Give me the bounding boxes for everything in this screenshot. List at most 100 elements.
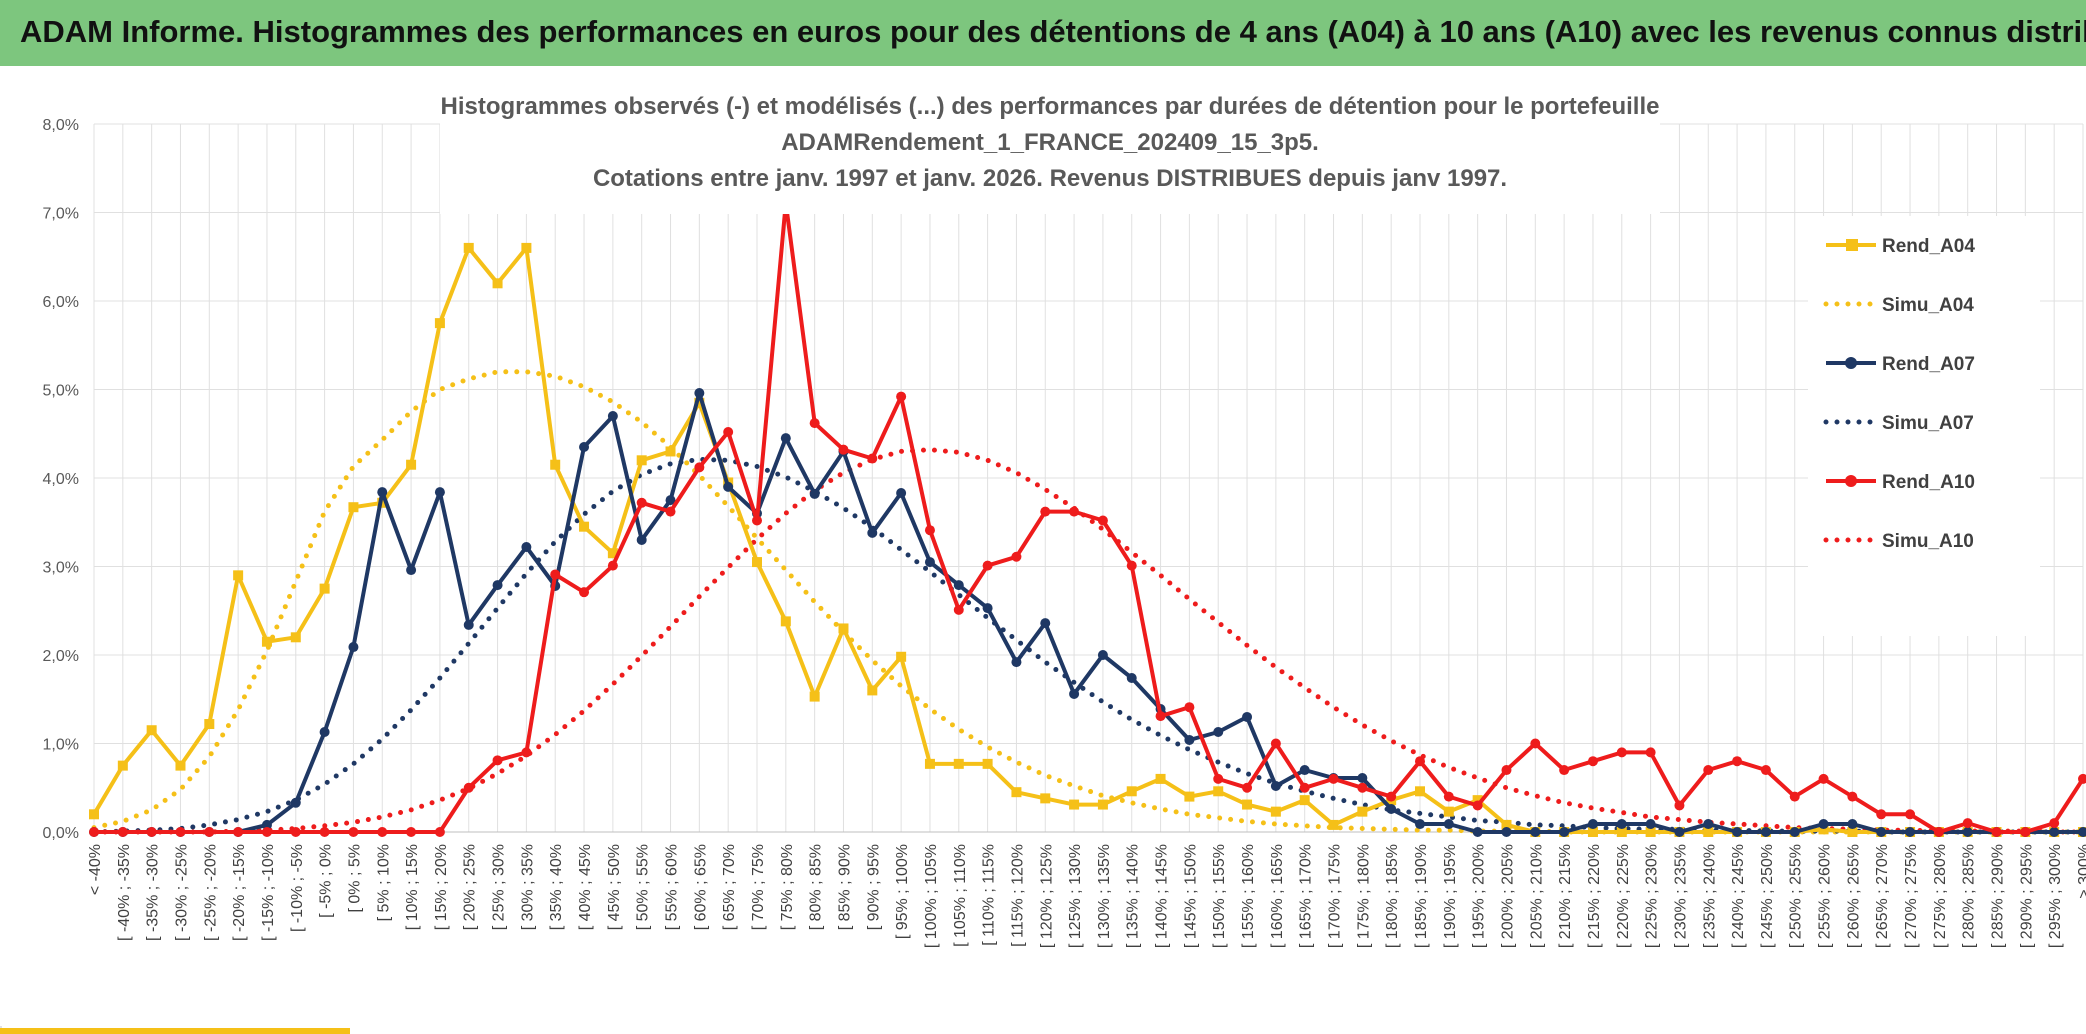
- x-tick-label: [ 130% ; 135%: [1096, 844, 1113, 948]
- x-tick-label: [ -15% ; -10%: [260, 844, 277, 941]
- x-tick-label: [ 165% ; 170%: [1298, 844, 1315, 948]
- x-tick-label: [ 135% ; 140%: [1125, 844, 1142, 948]
- data-point: [1818, 773, 1829, 784]
- x-tick-label: [ 250% ; 255%: [1788, 844, 1805, 948]
- y-tick-label: 8,0%: [43, 117, 79, 134]
- chart-title-background: [440, 86, 1660, 214]
- data-point: [1587, 756, 1598, 767]
- data-point: [1472, 827, 1483, 837]
- data-point: [780, 433, 791, 444]
- x-tick-label: [ 75% ; 80%: [779, 844, 796, 930]
- legend-label: Rend_A10: [1882, 472, 1975, 493]
- page-title: ADAM Informe. Histogrammes des performan…: [20, 14, 2086, 49]
- data-point: [1876, 809, 1887, 820]
- data-point: [924, 525, 935, 536]
- x-tick-label: [ 25% ; 30%: [491, 844, 508, 930]
- data-point: [261, 819, 272, 830]
- data-point: [694, 462, 705, 473]
- legend-item: Simu_A10: [1823, 531, 1974, 552]
- data-point: [579, 521, 590, 532]
- data-point: [1760, 827, 1771, 837]
- data-point: [261, 827, 272, 837]
- grid: 0,0% 1,0% 2,0% 3,0% 4,0% 5,0% 6,0% 7,0% 8,0% < -4…: [43, 117, 2086, 948]
- legend-marker: [1845, 475, 1857, 487]
- data-point: [1645, 827, 1656, 837]
- data-point: [607, 411, 618, 422]
- x-tick-label: [ 140% ; 145%: [1154, 844, 1171, 948]
- x-tick-label: [ 155% ; 160%: [1240, 844, 1257, 948]
- x-tick-label: [ 235% ; 240%: [1701, 844, 1718, 948]
- x-tick-label: [ 270% ; 275%: [1903, 844, 1920, 948]
- data-point: [1760, 765, 1771, 776]
- legend-label: Simu_A10: [1882, 531, 1974, 552]
- data-point: [1645, 819, 1656, 830]
- x-tick-label: [ 180% ; 185%: [1384, 844, 1401, 948]
- data-point: [550, 569, 561, 580]
- data-point: [146, 725, 157, 736]
- data-point: [1530, 827, 1541, 837]
- data-point: [319, 827, 330, 837]
- legend-item: Simu_A07: [1823, 413, 1974, 434]
- data-point: [492, 580, 503, 591]
- data-point: [463, 782, 474, 793]
- data-point: [1962, 827, 1973, 837]
- data-point: [89, 827, 99, 837]
- data-point: [1847, 791, 1858, 802]
- x-tick-label: [ 145% ; 150%: [1182, 844, 1199, 948]
- y-tick-label: 4,0%: [43, 471, 79, 488]
- data-point: [1242, 711, 1253, 722]
- x-tick-label: [ 40% ; 45%: [577, 844, 594, 930]
- x-tick-label: [ 30% ; 35%: [519, 844, 536, 930]
- data-point: [1242, 782, 1253, 793]
- data-point: [463, 619, 474, 630]
- x-tick-label: [ 20% ; 25%: [462, 844, 479, 930]
- x-tick-label: [ 170% ; 175%: [1327, 844, 1344, 948]
- data-point: [492, 755, 503, 766]
- data-point: [1126, 560, 1137, 571]
- data-point: [1472, 795, 1483, 806]
- data-point: [1357, 773, 1368, 784]
- data-point: [1357, 782, 1368, 793]
- data-point: [1559, 765, 1570, 776]
- data-point: [953, 604, 964, 615]
- y-tick-label: 2,0%: [43, 648, 79, 665]
- data-point: [1847, 819, 1858, 830]
- data-point: [434, 827, 445, 837]
- data-point: [1242, 799, 1253, 810]
- data-point: [780, 616, 791, 627]
- data-point: [521, 542, 532, 553]
- data-point: [1703, 765, 1714, 776]
- data-point: [896, 651, 907, 662]
- data-point: [1069, 799, 1080, 810]
- legend: Rend_A04 Simu_A04 Rend_A07 Simu_A07 Rend_A10…: [1808, 216, 2040, 636]
- data-point: [1674, 800, 1685, 811]
- data-point: [1415, 819, 1425, 830]
- x-tick-label: [ 265% ; 270%: [1874, 844, 1891, 948]
- series-layer: [89, 197, 2086, 837]
- series-line: [94, 200, 2085, 834]
- data-point: [319, 583, 330, 594]
- x-tick-label: > 300%: [2076, 844, 2086, 899]
- data-point: [1789, 827, 1800, 837]
- x-tick-label: [ -40% ; -35%: [116, 844, 133, 941]
- data-point: [1299, 795, 1310, 806]
- data-point: [521, 747, 532, 758]
- frame-accent-bottom: [0, 1028, 350, 1034]
- legend-item: Rend_A04: [1826, 236, 1975, 257]
- data-point: [463, 242, 474, 253]
- x-tick-label: [ 65% ; 70%: [721, 844, 738, 930]
- data-point: [434, 318, 445, 329]
- chart-title-line-1: Histogrammes observés (-) et modélisés (…: [441, 93, 1660, 120]
- data-point: [1933, 827, 1944, 837]
- data-point: [1011, 787, 1022, 798]
- data-point: [1703, 827, 1714, 837]
- chart-title-line-2: ADAMRendement_1_FRANCE_202409_15_3p5.: [781, 129, 1319, 156]
- data-point: [1097, 799, 1108, 810]
- data-point: [1616, 827, 1627, 837]
- x-tick-label: [ 90% ; 95%: [865, 844, 882, 930]
- x-tick-label: [ 35% ; 40%: [548, 844, 565, 930]
- data-point: [1415, 786, 1425, 797]
- data-point: [1184, 734, 1195, 745]
- data-point: [117, 827, 128, 837]
- legend-item: Simu_A04: [1823, 295, 1974, 316]
